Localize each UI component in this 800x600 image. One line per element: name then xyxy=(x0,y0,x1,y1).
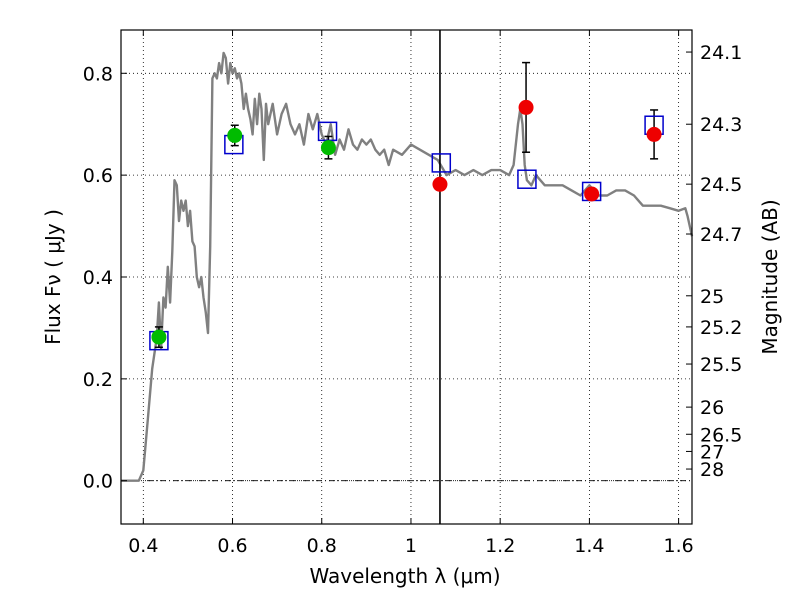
x-tick-label: 1.2 xyxy=(485,535,515,557)
mag-tick-label: 24.1 xyxy=(700,42,742,64)
x-tick-labels: 0.4 0.6 0.8 1 1.2 1.4 1.6 xyxy=(128,535,694,557)
y-tick-label: 0.4 xyxy=(83,267,113,289)
green-point xyxy=(151,329,167,345)
red-point xyxy=(646,126,662,142)
model-spectrum xyxy=(121,51,694,482)
photometry-points xyxy=(151,99,662,345)
mag-tick-label: 25 xyxy=(700,286,724,308)
grid-lines xyxy=(121,30,692,524)
model-band-box xyxy=(517,169,537,189)
y-tick-label: 0.2 xyxy=(83,369,113,391)
y-tick-label: 0.0 xyxy=(83,471,113,493)
x-axis-label: Wavelength λ (μm) xyxy=(309,564,500,588)
x-tick-label: 0.6 xyxy=(217,535,247,557)
x-tick-label: 0.4 xyxy=(128,535,158,557)
mag-tick-label: 28 xyxy=(700,459,724,481)
green-point xyxy=(227,127,243,143)
magnitude-axis-label: Magnitude (AB) xyxy=(758,199,782,354)
y-tick-label: 0.8 xyxy=(83,63,113,85)
y-tick-label: 0.6 xyxy=(83,165,113,187)
plot-frame xyxy=(120,29,693,525)
model-band-box xyxy=(431,153,452,173)
model-spectrum-line xyxy=(121,51,694,482)
mag-tick-label: 26.5 xyxy=(700,424,742,446)
x-tick-label: 0.8 xyxy=(307,535,337,557)
x-tick-label: 1.6 xyxy=(664,535,694,557)
red-point xyxy=(432,176,448,192)
mag-tick-label: 24.5 xyxy=(700,174,742,196)
mag-tick-label: 27 xyxy=(700,441,724,463)
red-point xyxy=(518,99,534,115)
x-tick-label: 1.4 xyxy=(574,535,604,557)
x-tick-label: 1 xyxy=(405,535,417,557)
mag-tick-label: 24.7 xyxy=(700,224,742,246)
red-point xyxy=(584,186,600,202)
mag-tick-label: 24.3 xyxy=(700,114,742,136)
y-axis-label: Flux Fν ( μJy ) xyxy=(41,209,65,345)
error-bars xyxy=(154,61,659,349)
y-tick-labels: 0.0 0.2 0.4 0.6 0.8 xyxy=(83,63,113,492)
axis-ticks xyxy=(121,30,692,524)
mag-tick-label: 25.5 xyxy=(700,354,742,376)
mag-tick-label: 25.2 xyxy=(700,317,742,339)
green-point xyxy=(320,140,336,156)
mag-tick-label: 26 xyxy=(700,397,724,419)
